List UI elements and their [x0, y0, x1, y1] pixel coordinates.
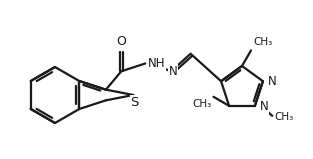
Text: S: S [130, 96, 139, 109]
Text: N: N [268, 75, 277, 88]
Text: N: N [168, 65, 177, 78]
Text: CH₃: CH₃ [192, 99, 212, 109]
Text: N: N [260, 100, 269, 113]
Text: CH₃: CH₃ [274, 112, 294, 122]
Text: O: O [116, 35, 126, 48]
Text: NH: NH [148, 57, 166, 70]
Text: CH₃: CH₃ [253, 37, 272, 47]
